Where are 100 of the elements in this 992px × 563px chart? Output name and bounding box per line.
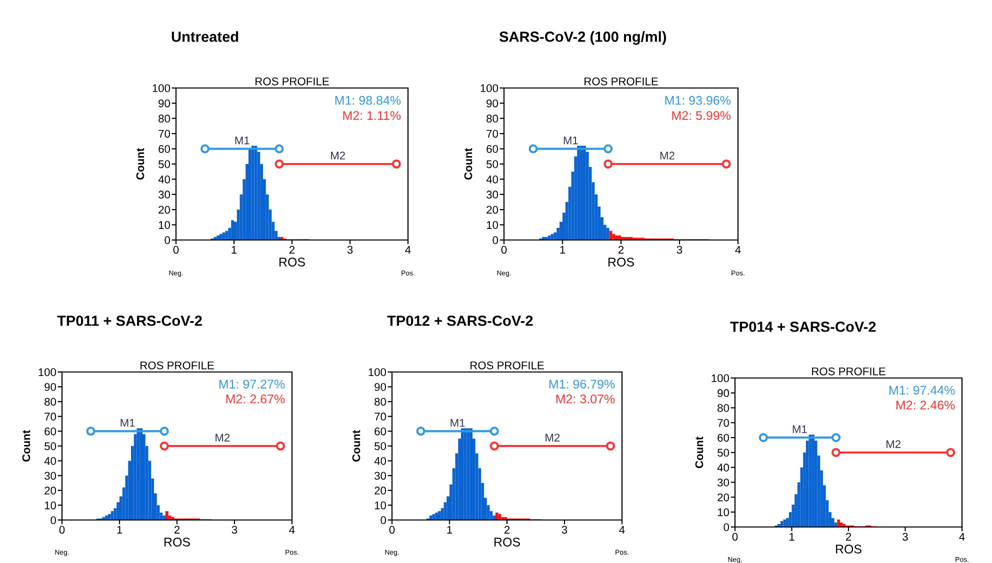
annotation: M2: 3.07% [556, 394, 615, 404]
x-tick-label: 4 [405, 246, 411, 254]
x-tick-label: 2 [174, 526, 180, 534]
series-label: M1 [120, 419, 135, 427]
x-tick-label: 0 [501, 246, 507, 254]
x-axis-title: ROS [494, 538, 520, 546]
x-tick-label: 3 [562, 526, 568, 534]
series-label: M1 [450, 419, 465, 427]
y-tick-label: 50 [374, 442, 386, 450]
y-tick-label: 80 [44, 398, 56, 406]
y-tick-label: 80 [374, 398, 386, 406]
chart-subtitle: ROS PROFILE [812, 367, 886, 376]
y-tick-label: 100 [38, 368, 56, 376]
y-axis-title: Count [352, 430, 360, 462]
y-tick-label: 10 [486, 221, 498, 229]
y-tick-label: 30 [718, 478, 730, 486]
y-tick-label: 90 [44, 383, 56, 391]
y-tick-label: 80 [158, 114, 170, 123]
chart-subtitle: ROS PROFILE [470, 361, 544, 370]
x-tick-label: 3 [232, 526, 238, 534]
y-tick-label: 80 [486, 114, 498, 123]
y-tick-label: 30 [374, 472, 386, 480]
x-tick-label: 0 [389, 526, 395, 534]
y-tick-label: 50 [44, 442, 56, 450]
y-tick-label: 20 [158, 206, 170, 214]
y-tick-label: 90 [486, 99, 498, 108]
y-tick-label: 80 [718, 404, 730, 412]
x-axis-title: ROS [608, 258, 634, 266]
y-tick-label: 10 [718, 508, 730, 516]
y-tick-label: 20 [374, 486, 386, 495]
x-tick-label: 0 [173, 246, 179, 254]
chart-title: TP012 + SARS-CoV-2 [387, 316, 533, 326]
y-tick-label: 70 [718, 418, 730, 427]
chart-title: SARS-CoV-2 (100 ng/ml) [499, 31, 666, 45]
y-tick-label: 10 [44, 501, 56, 510]
series-label: M1 [564, 136, 578, 144]
x-axis-title: ROS [836, 544, 862, 554]
y-axis-title: Count [464, 148, 472, 180]
x-tick-label: 2 [289, 246, 295, 254]
x-tick-label: 4 [619, 526, 625, 534]
y-tick-label: 0 [492, 236, 498, 244]
y-tick-label: 70 [44, 412, 56, 421]
series-label: M2 [546, 434, 560, 442]
annotation: M1: 97.27% [219, 380, 285, 389]
y-tick-label: 50 [158, 160, 170, 168]
y-tick-label: 30 [44, 472, 56, 480]
annotation: M2: 1.11% [343, 111, 401, 120]
series-label: M1 [235, 136, 250, 144]
annotation: M2: 2.46% [896, 400, 955, 410]
y-tick-label: 100 [368, 368, 386, 376]
y-tick-label: 60 [374, 427, 386, 436]
series-label: M1 [792, 425, 807, 434]
x-tick-label: 0 [59, 526, 65, 534]
y-tick-label: 10 [158, 221, 170, 229]
y-tick-label: 90 [158, 99, 170, 108]
y-tick-label: 0 [380, 516, 386, 524]
y-tick-label: 30 [158, 190, 170, 199]
annotation: M1: 93.96% [665, 96, 731, 105]
x-tick-label: 2 [846, 532, 852, 541]
chart-subtitle: ROS PROFILE [140, 361, 214, 370]
y-tick-label: 60 [44, 427, 56, 436]
x-tick-label: 1 [790, 532, 794, 541]
y-tick-label: 70 [158, 130, 170, 138]
y-tick-label: 60 [158, 145, 170, 153]
y-tick-label: 0 [164, 236, 170, 244]
chart-title: Untreated [172, 31, 238, 42]
y-tick-label: 10 [374, 501, 386, 510]
y-axis-title: Count [695, 436, 704, 468]
x-tick-label: 3 [676, 246, 682, 254]
y-axis-title: Count [22, 430, 30, 462]
x-axis-title: ROS [164, 538, 190, 546]
y-axis-title: Count [136, 148, 144, 180]
x-tick-label: 1 [117, 526, 122, 534]
x-tick-label: 4 [289, 526, 295, 534]
series-label: M2 [331, 152, 345, 160]
y-tick-label: 60 [486, 145, 498, 153]
y-tick-label: 50 [718, 448, 730, 457]
series-label: M2 [886, 440, 900, 448]
x-tick-label: 1 [447, 526, 452, 534]
y-tick-label: 20 [486, 206, 498, 214]
x-tick-label: 3 [347, 246, 353, 254]
y-tick-label: 30 [486, 190, 498, 199]
y-tick-label: 50 [486, 160, 498, 168]
x-tick-label: 1 [232, 246, 237, 254]
y-tick-label: 90 [718, 389, 730, 398]
y-tick-label: 40 [374, 457, 386, 465]
x-tick-label: 3 [902, 532, 908, 541]
y-tick-label: 40 [44, 457, 56, 465]
x-tick-label: 1 [560, 246, 566, 254]
chart-subtitle: ROS PROFILE [256, 77, 329, 86]
y-tick-label: 20 [44, 486, 56, 495]
x-tick-label: 2 [504, 526, 510, 534]
y-tick-label: 60 [718, 434, 730, 442]
y-tick-label: 70 [374, 412, 386, 421]
annotation: M2: 5.99% [672, 111, 731, 120]
y-tick-label: 90 [374, 383, 386, 391]
annotation: M1: 97.44% [890, 386, 955, 395]
chart-subtitle: ROS PROFILE [584, 77, 658, 86]
y-tick-label: 40 [158, 175, 170, 184]
series-label: M2 [660, 152, 674, 160]
